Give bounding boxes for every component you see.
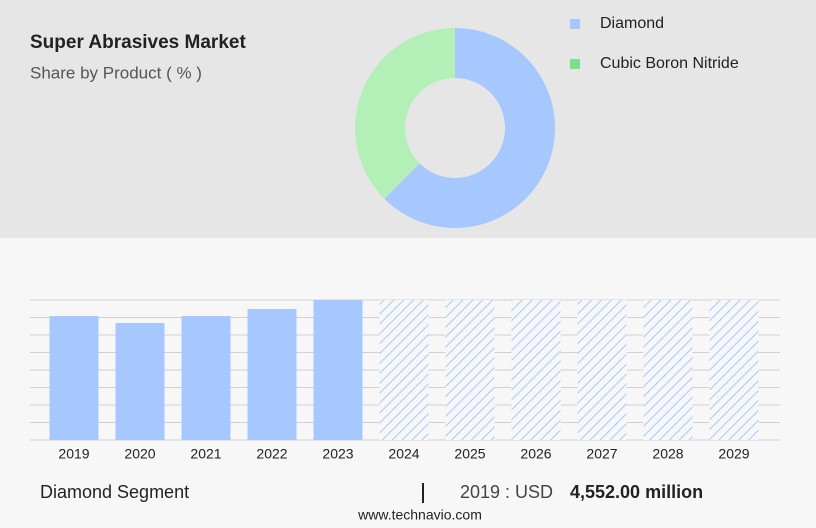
x-tick-label: 2020 <box>124 446 155 462</box>
donut-chart: Diamond Cubic Boron Nitride <box>354 15 739 228</box>
bar <box>181 316 231 440</box>
bar <box>49 316 99 440</box>
bar <box>313 300 363 440</box>
legend-swatch <box>570 19 580 29</box>
footer-value: 4,552.00 million <box>570 482 703 502</box>
forecast-placeholder <box>577 300 627 440</box>
x-tick-label: 2022 <box>256 446 287 462</box>
chart-subtitle: Share by Product ( % ) <box>30 63 202 82</box>
footer-segment: Diamond Segment <box>40 482 189 502</box>
bar <box>247 309 297 440</box>
chart-title: Super Abrasives Market <box>30 32 246 53</box>
legend-label: Cubic Boron Nitride <box>600 55 739 72</box>
donut-slice <box>354 28 455 199</box>
x-tick-label: 2024 <box>388 446 419 462</box>
x-tick-label: 2028 <box>652 446 683 462</box>
x-tick-label: 2021 <box>190 446 221 462</box>
x-tick-label: 2019 <box>58 446 89 462</box>
footer-year: 2019 : USD <box>460 482 553 502</box>
forecast-placeholder <box>511 300 561 440</box>
bar <box>115 323 165 440</box>
forecast-placeholder <box>379 300 429 440</box>
legend-label: Diamond <box>600 15 664 32</box>
forecast-placeholder <box>643 300 693 440</box>
forecast-placeholder <box>445 300 495 440</box>
source: www.technavio.com <box>357 507 482 523</box>
x-tick-label: 2023 <box>322 446 353 462</box>
x-tick-label: 2025 <box>454 446 485 462</box>
bar-chart: 2019 2020 2021 2022 2023 2024 2025 2026 2027 2028… <box>30 299 780 462</box>
donut-slice <box>384 28 555 228</box>
x-tick-label: 2026 <box>520 446 551 462</box>
forecast-placeholder <box>709 300 759 440</box>
x-tick-label: 2027 <box>586 446 617 462</box>
x-tick-label: 2029 <box>718 446 749 462</box>
legend-swatch <box>570 59 580 69</box>
